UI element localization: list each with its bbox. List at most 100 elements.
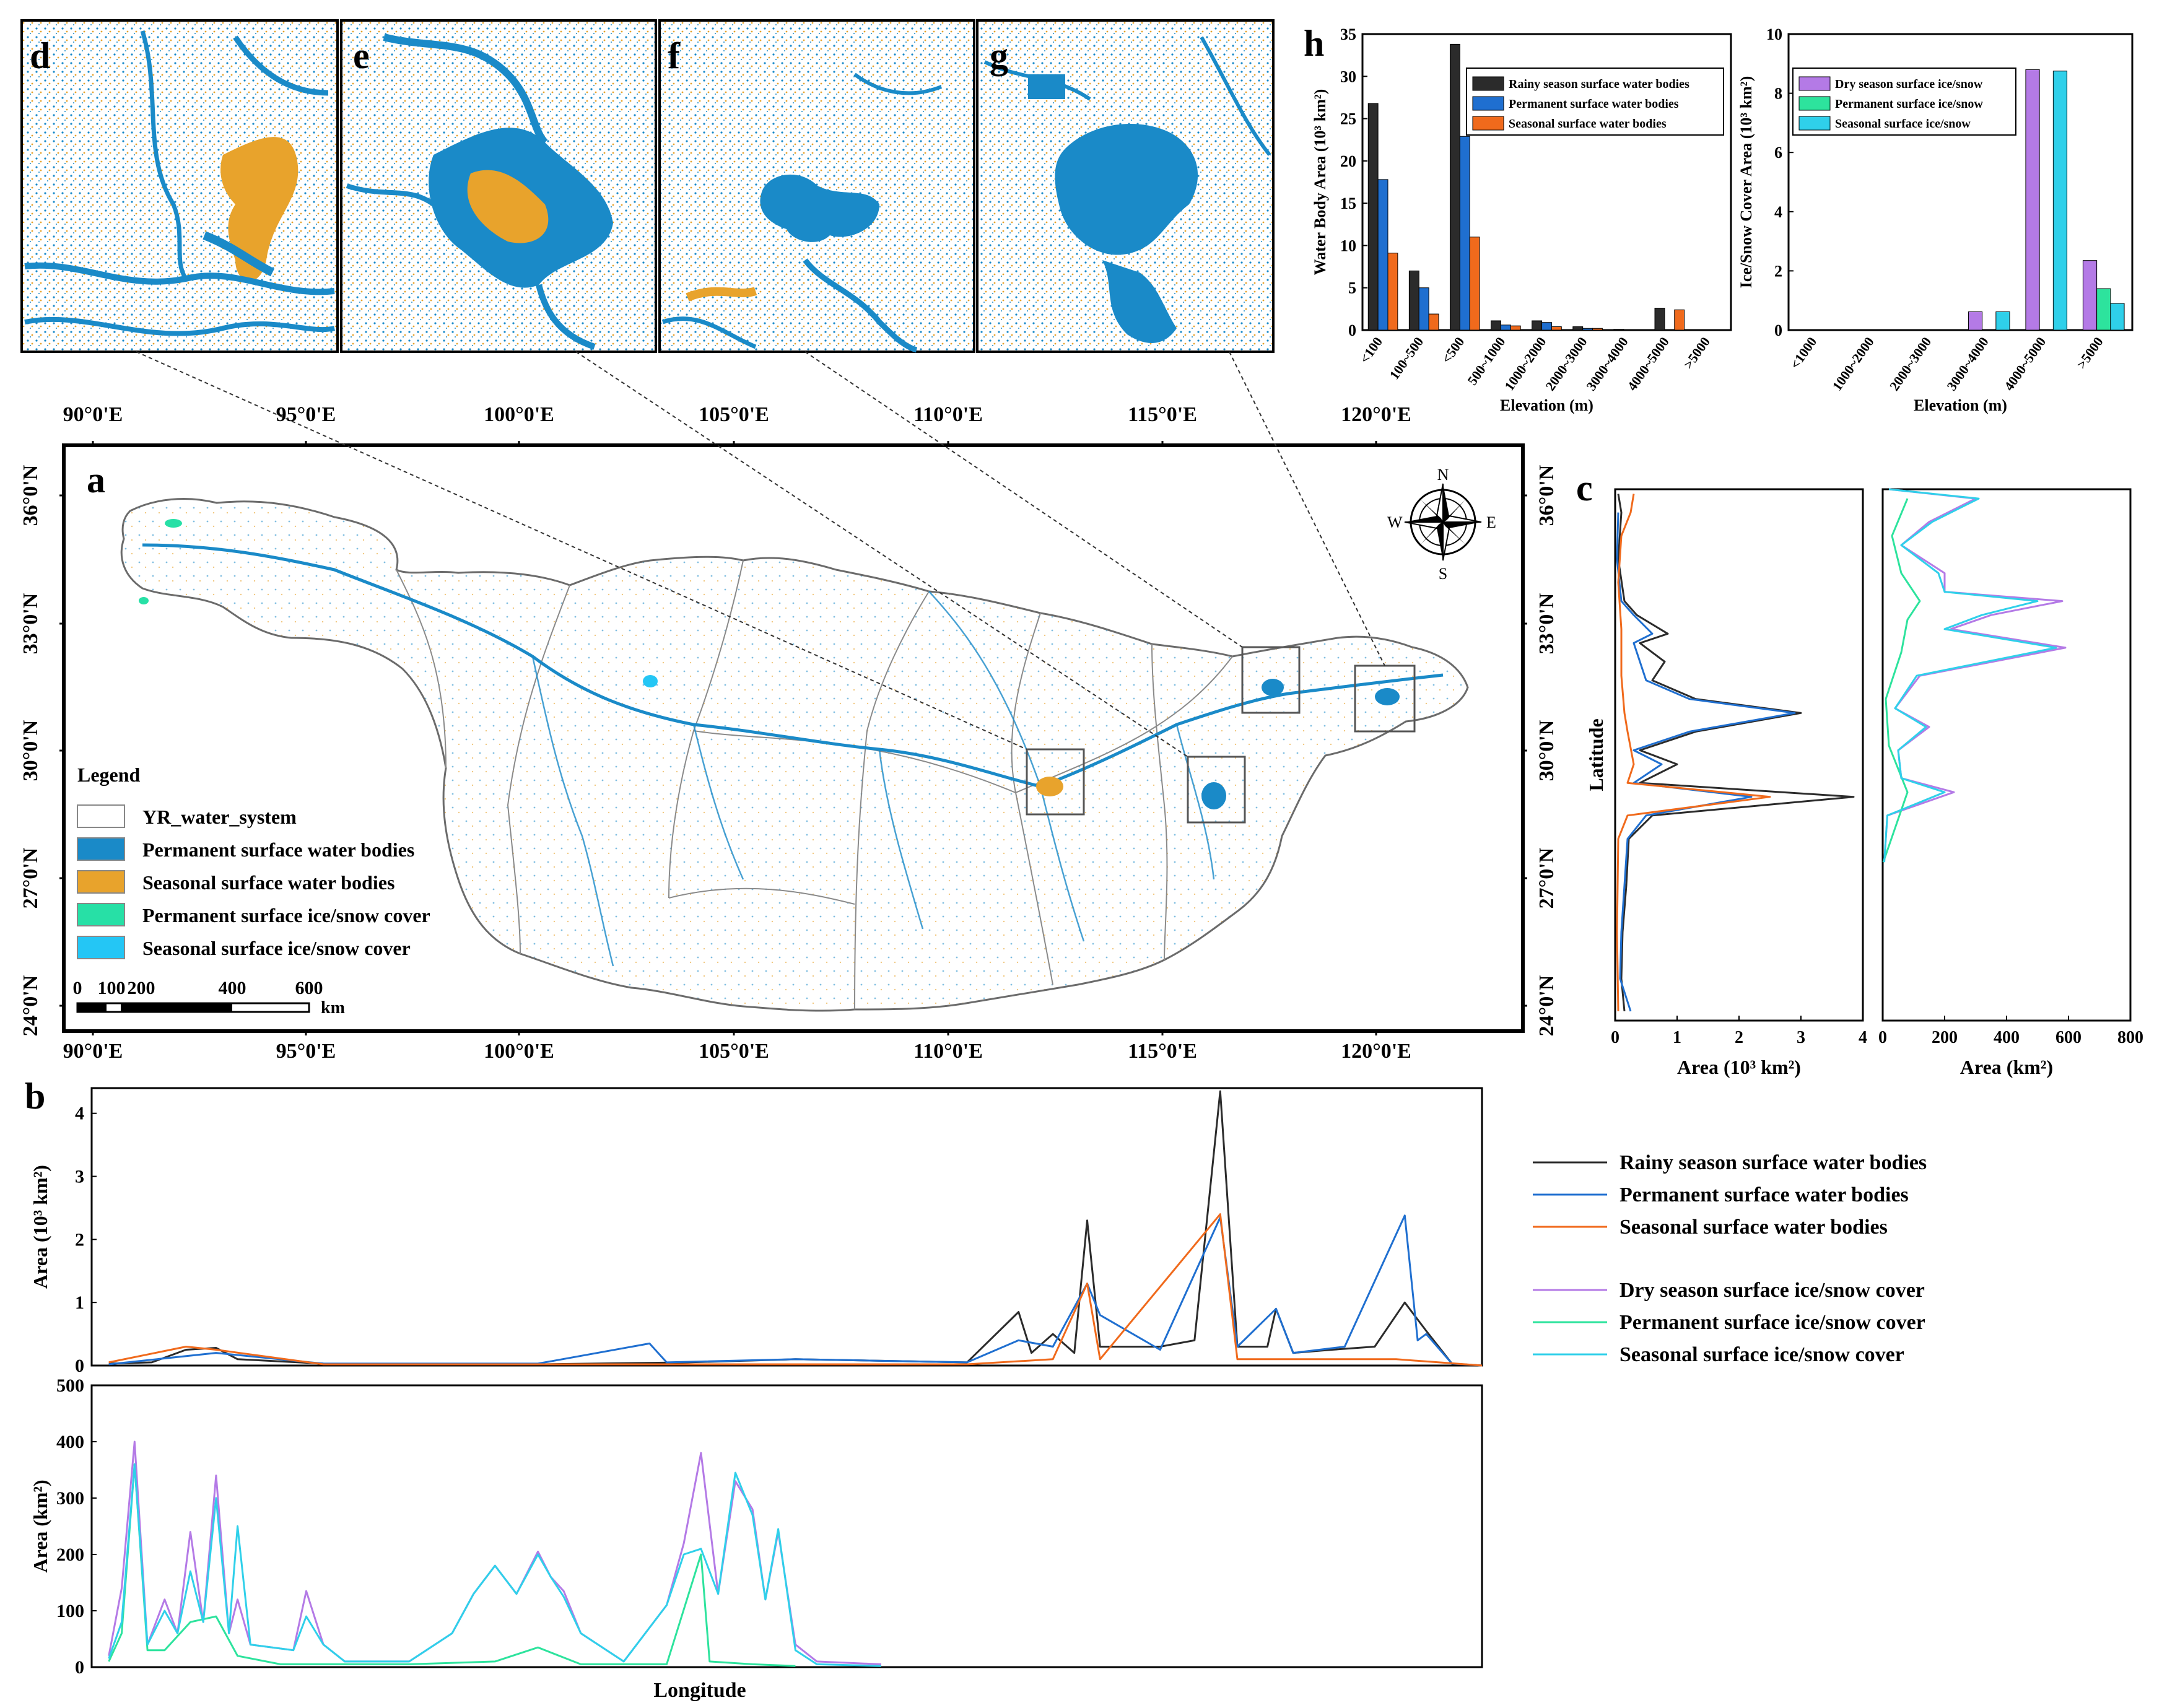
x-tick-label: 4 xyxy=(1859,1028,1867,1047)
chart-b-ice: 0 100 200 300 400 500 Area (km²) Longitude xyxy=(29,1375,1483,1702)
panel-letter-f: f xyxy=(668,35,681,76)
x-tick-label: <1000 xyxy=(1787,334,1820,372)
legend-label: Seasonal surface water bodies xyxy=(1509,117,1667,131)
bar xyxy=(1428,313,1439,331)
legend-swatch xyxy=(1798,76,1831,91)
legend-swatch xyxy=(77,903,125,926)
x-tick-label: 2000~3000 xyxy=(1886,334,1935,394)
legend-label: Seasonal surface water bodies xyxy=(142,871,394,894)
scale-label: 200 xyxy=(128,978,155,998)
y-tick-label: 0 xyxy=(1774,321,1782,339)
y-axis-label: Area (10³ km²) xyxy=(29,1165,51,1289)
y-tick-label: 200 xyxy=(56,1545,84,1565)
x-tick-label: <100 xyxy=(1357,334,1386,367)
y-tick-label: 10 xyxy=(1340,237,1356,255)
y-axis-label: Area (km²) xyxy=(29,1479,51,1572)
bar xyxy=(1367,103,1379,331)
x-tick-label: 0 xyxy=(1611,1028,1619,1047)
lon-tick-top: 105°0'E xyxy=(699,403,769,426)
legend-swatch xyxy=(1472,116,1504,131)
y-axis-label: Latitude xyxy=(1585,718,1607,791)
x-tick-label: 100~500 xyxy=(1386,334,1426,383)
x-tick-label: 1000~2000 xyxy=(1829,334,1877,394)
bar xyxy=(1532,320,1543,331)
bar xyxy=(1623,329,1634,331)
legend-box xyxy=(1466,68,1724,136)
legend-label: Permanent surface ice/snow cover xyxy=(1619,1311,1925,1334)
lon-tick-bottom: 100°0'E xyxy=(484,1040,554,1063)
lon-tick-bottom: 105°0'E xyxy=(699,1040,769,1063)
legend-label: Dry season surface ice/snow xyxy=(1835,77,1983,91)
y-tick-label: 0 xyxy=(1348,321,1356,339)
legend-label: Seasonal surface water bodies xyxy=(1619,1216,1888,1239)
lat-tick-right: 27°0'N xyxy=(1535,847,1558,908)
y-tick-label: 35 xyxy=(1340,25,1356,43)
y-tick-label: 5 xyxy=(1348,279,1356,297)
bar xyxy=(1408,270,1419,331)
y-tick-label: 4 xyxy=(75,1104,84,1124)
lake-seasonal xyxy=(220,137,299,281)
compass-e: E xyxy=(1486,513,1496,531)
y-tick-label: 3 xyxy=(75,1167,84,1187)
legend-swatch xyxy=(77,936,125,959)
bar xyxy=(1995,311,2010,331)
series-line xyxy=(1883,488,2057,863)
lake-permanent xyxy=(1055,124,1198,255)
bar xyxy=(1572,326,1584,331)
latitude-ticks-left: 36°0'N 33°0'N 30°0'N 27°0'N 24°0'N xyxy=(19,464,64,1036)
compass-w: W xyxy=(1387,513,1403,531)
lat-tick-right: 33°0'N xyxy=(1535,593,1558,654)
inset-d xyxy=(20,19,339,353)
legend-label: Rainy season surface water bodies xyxy=(1509,77,1689,91)
bar xyxy=(2039,329,2054,331)
x-tick-label: 1 xyxy=(1673,1028,1681,1047)
series-line xyxy=(108,1463,881,1667)
legend-label: Seasonal surface ice/snow cover xyxy=(1619,1343,1904,1366)
chart-b-water: 0 1 2 3 4 Area (10³ km²) xyxy=(29,1087,1483,1376)
scale-label: 400 xyxy=(219,978,246,998)
bar xyxy=(1582,328,1593,331)
bar xyxy=(1491,320,1501,331)
legend-label: Rainy season surface water bodies xyxy=(1619,1151,1927,1174)
x-axis-label: Area (km²) xyxy=(1960,1056,2053,1078)
x-tick-label: 400 xyxy=(1994,1028,2020,1047)
x-axis-label: Elevation (m) xyxy=(1914,396,2007,414)
panel-letter-g: g xyxy=(990,35,1008,76)
inset-f xyxy=(658,19,975,353)
inset-g xyxy=(976,19,1275,353)
chart-c-water: 0 1 2 3 4 Area (10³ km²) Latitude xyxy=(1585,488,1867,1078)
x-tick-label: 600 xyxy=(2055,1028,2081,1047)
legend-swatch xyxy=(77,870,125,894)
bar xyxy=(1551,326,1562,331)
map-legend: Legend YR_water_system Permanent surface … xyxy=(77,764,430,959)
x-axis-label: Area (10³ km²) xyxy=(1677,1056,1801,1078)
legend-label: Permanent surface water bodies xyxy=(1619,1183,1909,1206)
scale-label: 0 xyxy=(73,978,82,998)
lat-tick-right: 36°0'N xyxy=(1535,464,1558,526)
scale-label: 600 xyxy=(295,978,323,998)
lon-tick-bottom: 110°0'E xyxy=(913,1040,983,1063)
series-line xyxy=(1616,494,1771,1011)
bar xyxy=(1377,179,1388,331)
bar xyxy=(1449,43,1460,331)
bar xyxy=(1541,322,1552,331)
panel-letter-h: h xyxy=(1304,23,1324,64)
lat-tick-left: 27°0'N xyxy=(19,847,42,908)
series-line xyxy=(108,1213,1483,1367)
bar xyxy=(1510,325,1521,331)
y-tick-label: 500 xyxy=(56,1375,84,1396)
bar xyxy=(1592,328,1603,331)
y-axis-label: Water Body Area (10³ km²) xyxy=(1311,89,1329,276)
bar xyxy=(2025,69,2040,331)
y-tick-label: 10 xyxy=(1766,25,1782,43)
plot-frame xyxy=(1881,488,2132,1022)
legend-swatch xyxy=(1798,116,1831,131)
y-axis-label: Ice/Snow Cover Area (10³ km²) xyxy=(1737,76,1755,288)
lat-tick-left: 36°0'N xyxy=(19,464,42,526)
lon-tick-top: 95°0'E xyxy=(276,403,336,426)
lat-tick-left: 24°0'N xyxy=(19,975,42,1036)
bar xyxy=(1459,136,1470,331)
compass-rose-icon: N S E W xyxy=(1387,466,1496,583)
